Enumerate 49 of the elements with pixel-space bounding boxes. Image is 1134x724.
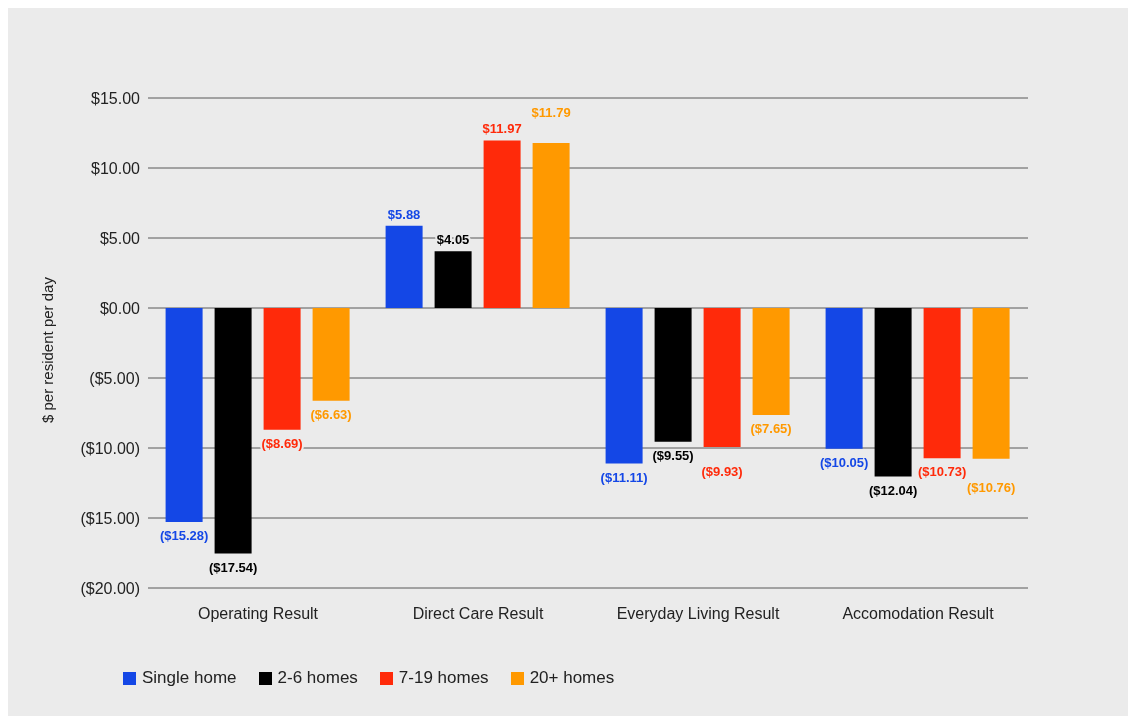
- bar: [434, 251, 472, 308]
- y-tick-label: $10.00: [91, 159, 141, 177]
- data-label: $11.79: [531, 105, 571, 121]
- bar: [605, 308, 643, 464]
- bar: [752, 308, 790, 416]
- legend-label: 2-6 homes: [277, 668, 358, 688]
- bar: [972, 308, 1010, 459]
- bar: [165, 308, 203, 522]
- bar: [312, 308, 350, 401]
- legend-label: 7-19 homes: [398, 668, 489, 688]
- data-label: ($15.28): [159, 527, 209, 543]
- bar: [703, 308, 741, 448]
- legend-label: Single home: [142, 668, 237, 688]
- data-label: ($10.05): [819, 454, 869, 470]
- y-tick-label: $0.00: [99, 299, 141, 317]
- bar: [825, 308, 863, 449]
- data-label: ($7.65): [750, 421, 792, 437]
- x-tick-label: Operating Result: [197, 605, 319, 623]
- data-label: ($10.76): [966, 480, 1016, 496]
- x-tick-label: Accomodation Result: [842, 605, 995, 623]
- data-label: ($6.63): [310, 406, 352, 422]
- data-label: ($17.54): [208, 559, 258, 575]
- data-label: $4.05: [436, 232, 470, 248]
- x-tick-label: Direct Care Result: [412, 605, 544, 623]
- data-label: ($12.04): [868, 482, 918, 498]
- y-tick-label: $5.00: [99, 229, 141, 247]
- y-tick-label: ($15.00): [80, 509, 140, 527]
- data-label: ($9.55): [652, 447, 694, 463]
- bar: [923, 308, 961, 459]
- data-label: $11.97: [482, 121, 522, 137]
- bar: [874, 308, 912, 477]
- data-label: ($11.11): [600, 469, 648, 485]
- bar: [214, 308, 252, 554]
- data-label: ($8.69): [261, 435, 303, 451]
- x-tick-label: Everyday Living Result: [616, 605, 780, 623]
- bar: [263, 308, 301, 430]
- y-axis-title: $ per resident per day: [39, 276, 57, 423]
- y-tick-label: $15.00: [91, 89, 141, 107]
- bar: [483, 140, 521, 308]
- y-tick-label: ($10.00): [80, 439, 140, 457]
- data-label: ($10.73): [917, 464, 967, 480]
- y-tick-label: ($20.00): [80, 579, 140, 597]
- y-tick-label: ($5.00): [89, 369, 140, 387]
- bar: [385, 225, 423, 308]
- data-label: ($9.93): [701, 463, 743, 479]
- data-label: $5.88: [387, 206, 421, 222]
- legend-label: 20+ homes: [529, 668, 615, 688]
- bar: [654, 308, 692, 442]
- bar: [532, 142, 570, 308]
